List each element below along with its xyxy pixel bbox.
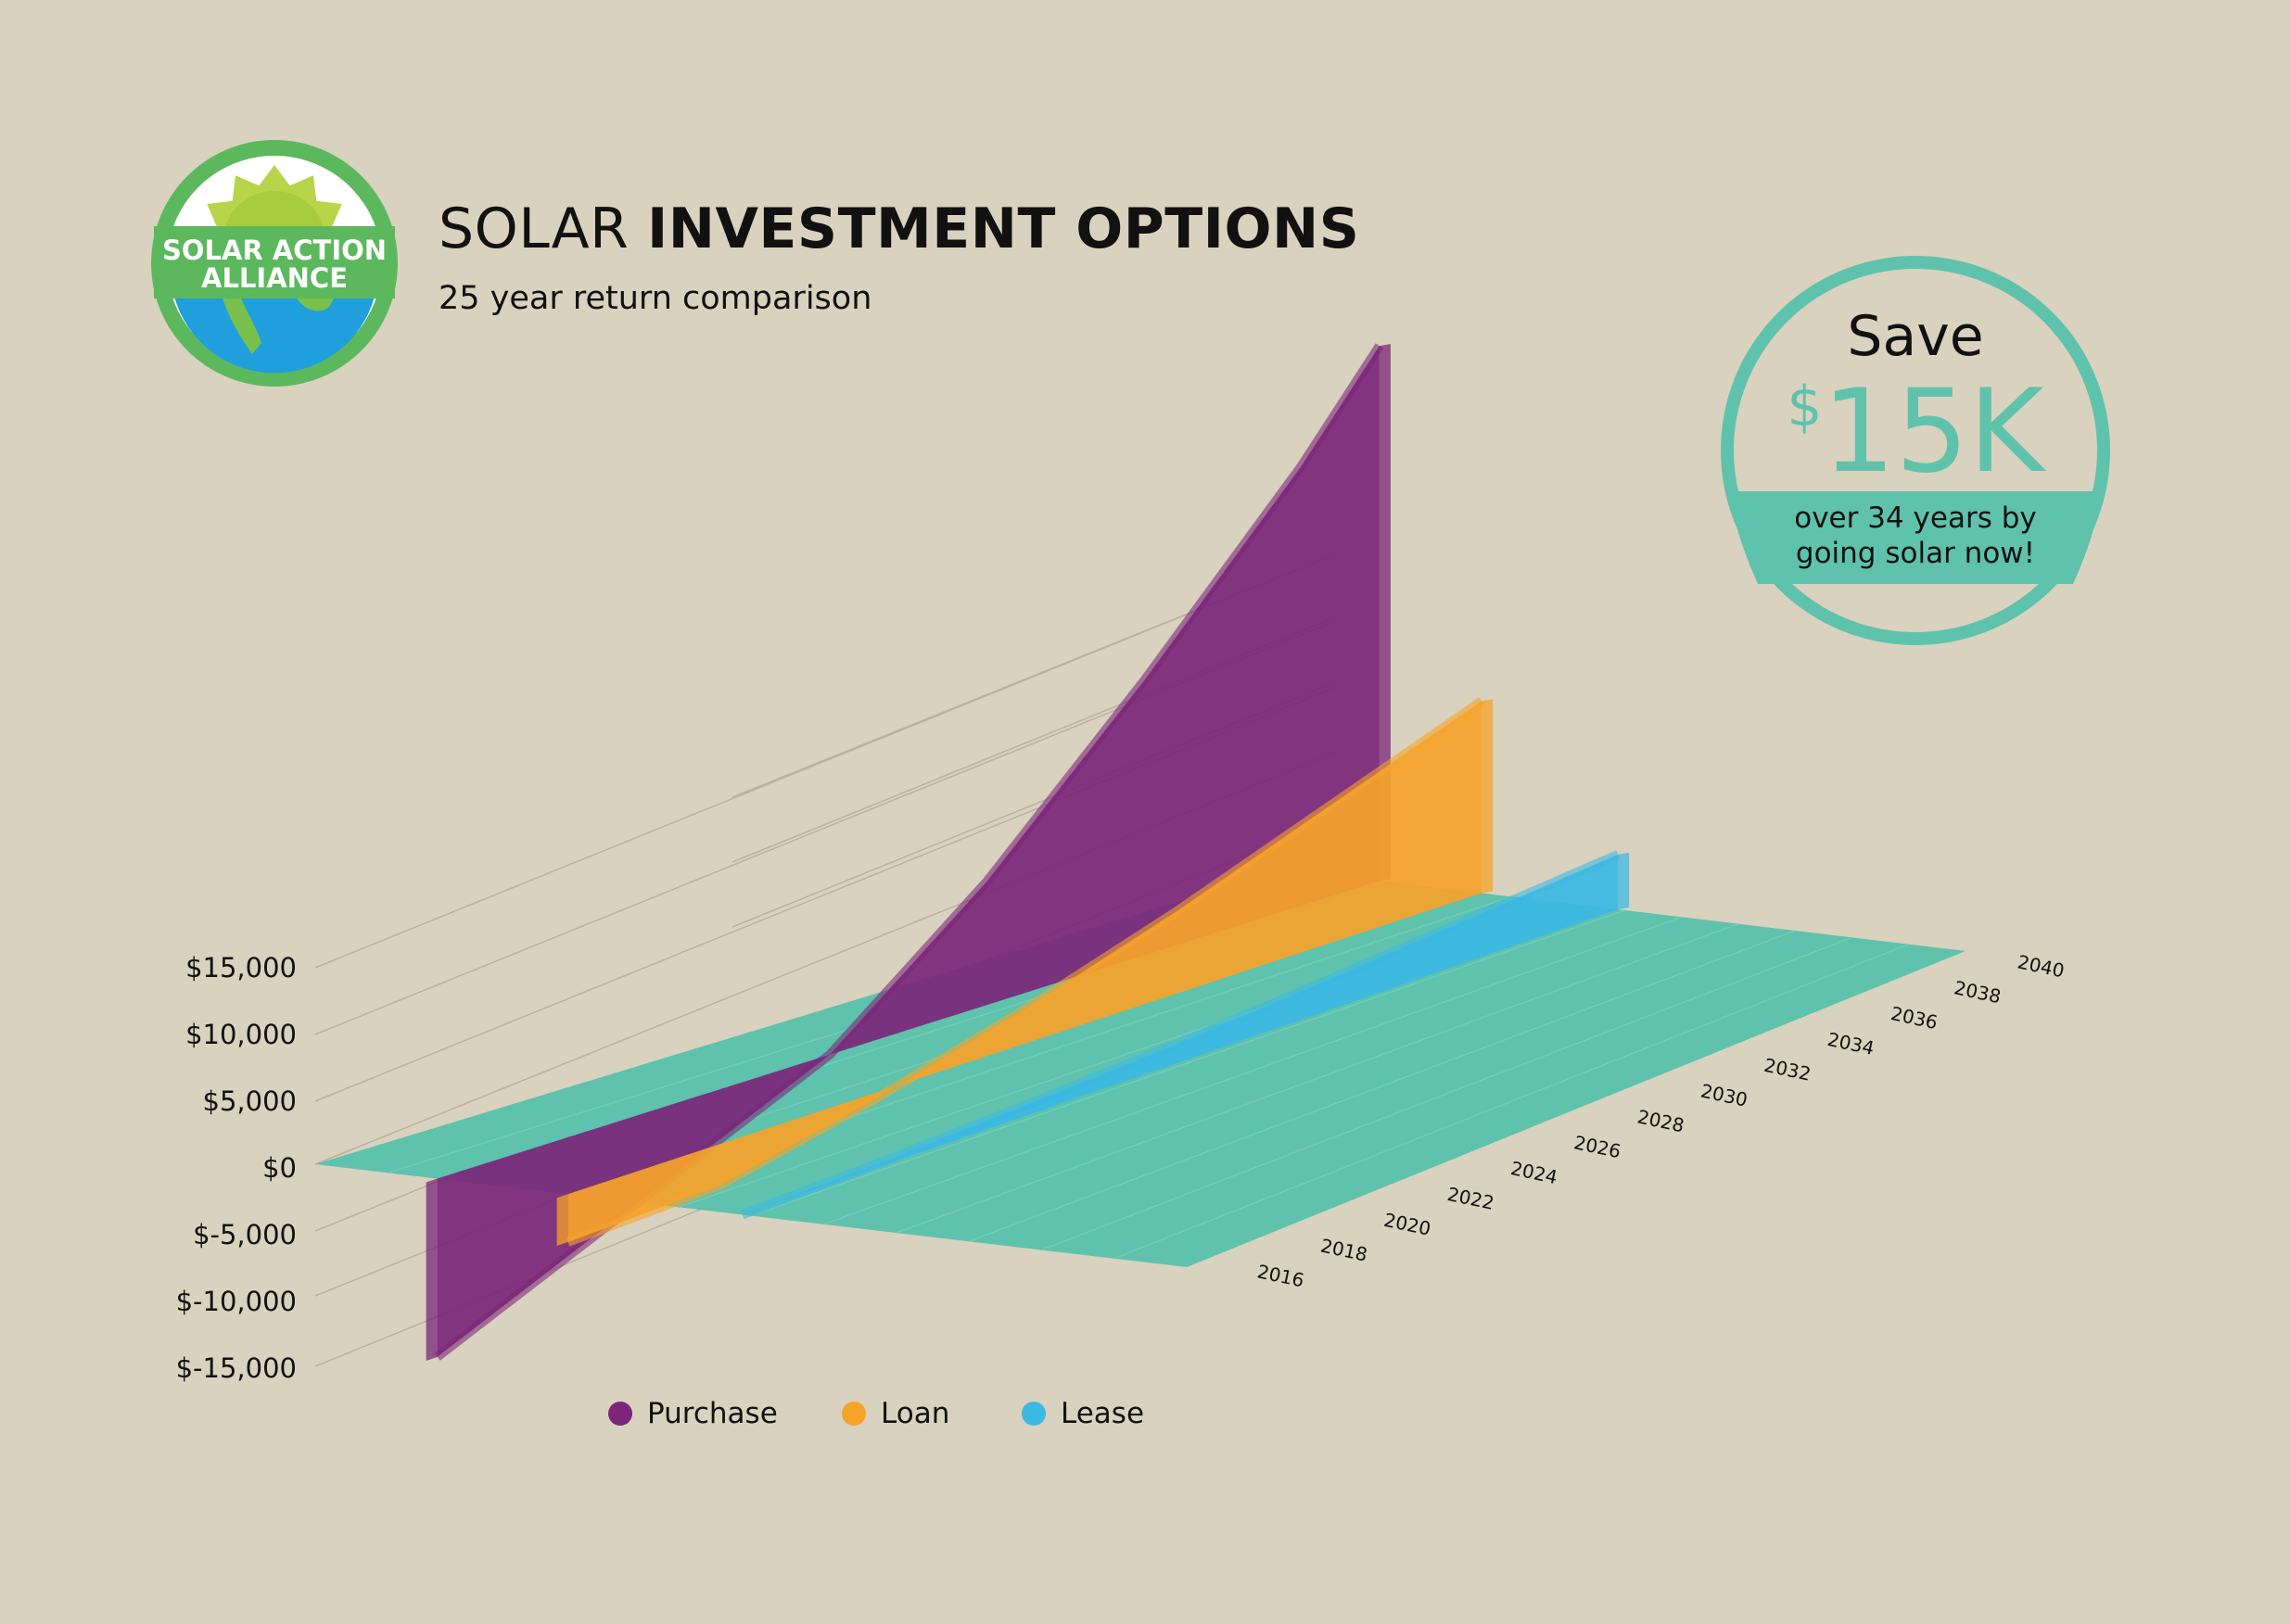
badge-sub-line1: over 34 years by — [1794, 501, 2037, 535]
x-tick-label: 2018 — [1318, 1235, 1369, 1266]
series-ridge-loan — [566, 697, 1485, 1247]
logo-banner — [154, 226, 395, 298]
floor-gridline — [1113, 943, 1910, 1260]
series-cap-start-lease — [731, 1214, 743, 1219]
legend-dot-loan — [842, 1402, 866, 1426]
legend-label-loan: Loan — [881, 1397, 950, 1430]
y-tick-label: $-15,000 — [176, 1352, 297, 1384]
floor-gridline — [896, 922, 1739, 1234]
legend-item-loan: Loan — [842, 1390, 949, 1437]
y-tick-label: $-5,000 — [193, 1219, 297, 1250]
page-subtitle: 25 year return comparison — [439, 280, 872, 317]
y-tick-label: $15,000 — [185, 952, 297, 983]
legend-dot-lease — [1022, 1402, 1046, 1426]
x-tick-label: 2024 — [1508, 1157, 1559, 1188]
floor-gridline — [750, 909, 1625, 1217]
logo-text: SOLAR ACTION ALLIANCE — [148, 236, 401, 292]
y-tick-label: $-10,000 — [176, 1286, 297, 1317]
legend-dot-purchase — [608, 1402, 632, 1426]
floor-gridline — [1041, 936, 1852, 1251]
x-tick-label: 2030 — [1698, 1080, 1749, 1111]
series-area-purchase — [437, 346, 1380, 1357]
series-ridge-lease — [740, 850, 1621, 1220]
x-tick-label: 2032 — [1762, 1054, 1813, 1085]
badge-amount: $15K — [1721, 365, 2110, 499]
y-tick-label: $10,000 — [185, 1019, 297, 1050]
x-tick-label: 2016 — [1255, 1260, 1306, 1291]
badge-sub-line2: going solar now! — [1795, 537, 2036, 570]
series-ridge-purchase — [434, 343, 1384, 1361]
logo-globe-icon — [174, 297, 375, 374]
savings-badge: Save $15K over 34 years by going solar n… — [1721, 256, 2110, 645]
logo-land — [223, 298, 334, 354]
x-tick-label: 2026 — [1572, 1131, 1623, 1162]
floor-gridline — [968, 930, 1796, 1242]
badge-band — [1734, 491, 2097, 584]
floor-gridline — [823, 916, 1683, 1225]
title-bold: INVESTMENT OPTIONS — [646, 197, 1360, 261]
x-tick-label: 2040 — [2016, 950, 2067, 982]
badge-amount-value: 15K — [1822, 365, 2044, 499]
page-title: SOLAR INVESTMENT OPTIONS — [439, 197, 1359, 261]
legend-label-purchase: Purchase — [647, 1397, 778, 1430]
x-tick-label: 2028 — [1635, 1105, 1686, 1136]
series-cap-end-lease — [1618, 852, 1630, 910]
badge-subtext: over 34 years by going solar now! — [1767, 501, 2064, 571]
badge-currency: $ — [1787, 374, 1823, 439]
legend-label-lease: Lease — [1061, 1397, 1145, 1430]
logo-line1: SOLAR ACTION — [161, 235, 388, 266]
x-tick-label: 2038 — [1953, 976, 2004, 1008]
logo-line2: ALLIANCE — [201, 262, 348, 294]
series-area-loan — [567, 701, 1482, 1242]
legend-item-lease: Lease — [1022, 1390, 1144, 1437]
x-tick-label: 2034 — [1826, 1028, 1877, 1059]
series-cap-end-purchase — [1379, 344, 1391, 882]
y-tick-label: $5,000 — [203, 1085, 297, 1117]
series-cap-start-purchase — [426, 1178, 438, 1361]
x-tick-label: 2036 — [1889, 1002, 1940, 1034]
x-tick-label: 2022 — [1445, 1183, 1496, 1214]
series-cap-start-loan — [556, 1194, 568, 1246]
series-cap-end-loan — [1482, 699, 1494, 894]
legend-item-purchase: Purchase — [608, 1390, 778, 1437]
y-tick-label: $0 — [262, 1152, 297, 1184]
badge-save-label: Save — [1847, 304, 1984, 369]
x-tick-label: 2020 — [1382, 1209, 1433, 1240]
title-light: SOLAR — [439, 197, 630, 261]
badge-ring — [1721, 256, 2110, 645]
